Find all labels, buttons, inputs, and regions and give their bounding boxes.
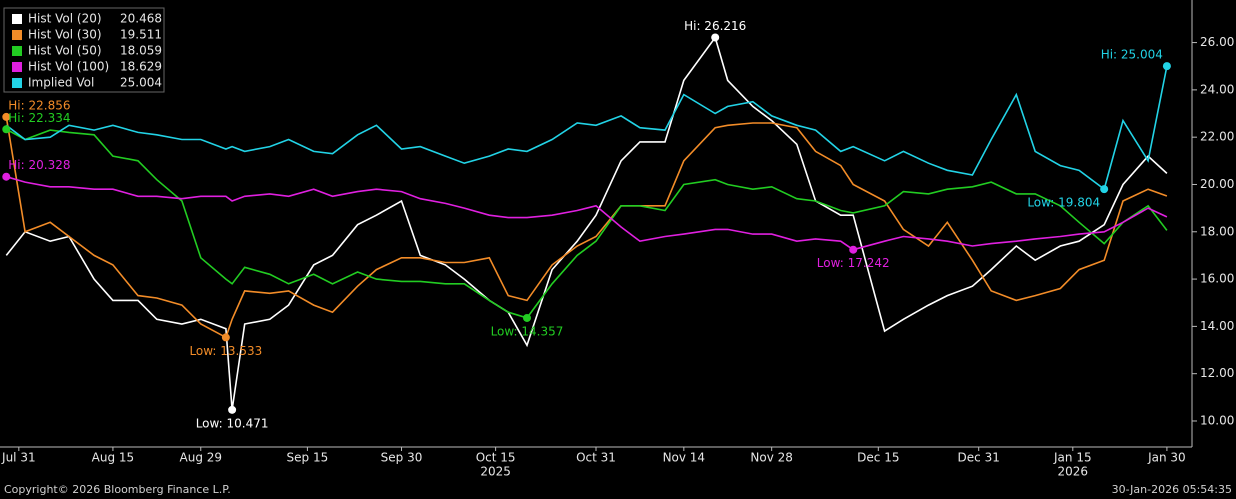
- extreme-marker: [522, 313, 531, 322]
- legend-label: Hist Vol (100): [28, 60, 109, 74]
- extreme-marker: [849, 245, 858, 254]
- plot-area: Hi: 26.216 Low: 10.471 Hi: 22.856 Low: 13.5…: [2, 19, 1171, 430]
- x-tick-label: Nov 14: [663, 451, 706, 465]
- y-tick-label: 24.00: [1200, 82, 1234, 96]
- series-line: [6, 175, 1168, 251]
- extreme-label: Low: 10.471: [196, 416, 269, 430]
- legend-label: Hist Vol (20): [28, 12, 102, 26]
- legend-value: 25.004: [120, 76, 162, 90]
- extreme-label: Hi: 22.856: [8, 98, 70, 112]
- y-tick-label: 12.00: [1200, 366, 1234, 380]
- legend-box: [3, 7, 165, 93]
- series-line: [5, 65, 1168, 191]
- legend-label: Implied Vol: [28, 76, 94, 90]
- extreme-label: Low: 19.804: [1027, 196, 1100, 210]
- legend-value: 18.629: [120, 60, 162, 74]
- legend-label: Hist Vol (50): [28, 44, 102, 58]
- y-tick-label: 16.00: [1200, 272, 1234, 286]
- legend-value: 18.059: [120, 44, 162, 58]
- extreme-marker: [1162, 62, 1171, 71]
- x-tick-label: Jul 31: [1, 451, 36, 465]
- extreme-label: Hi: 26.216: [684, 19, 746, 33]
- copyright: Copyright© 2026 Bloomberg Finance L.P.: [4, 483, 231, 496]
- year-label: 2025: [480, 465, 511, 479]
- extreme-label: Hi: 22.334: [8, 111, 70, 125]
- legend-swatch: [12, 78, 22, 88]
- x-tick-label: Aug 29: [180, 451, 223, 465]
- legend-value: 20.468: [120, 12, 162, 26]
- extreme-marker: [2, 112, 11, 121]
- extreme-label: Low: 14.357: [491, 324, 564, 338]
- extreme-label: Low: 13.533: [189, 344, 262, 358]
- extreme-marker: [2, 125, 11, 134]
- legend-swatch: [12, 30, 22, 40]
- y-tick-label: 14.00: [1200, 319, 1234, 333]
- x-tick-label: Sep 30: [381, 451, 423, 465]
- x-tick-label: Jan 30: [1147, 451, 1186, 465]
- y-tick-label: 20.00: [1200, 177, 1234, 191]
- y-tick-label: 18.00: [1200, 224, 1234, 238]
- series-line: [5, 128, 1168, 319]
- extreme-marker: [221, 333, 230, 342]
- x-tick-label: Nov 28: [750, 451, 793, 465]
- x-tick-label: Dec 31: [958, 451, 1000, 465]
- series-line: [5, 35, 1168, 410]
- legend-label: Hist Vol (30): [28, 28, 102, 42]
- extreme-label: Hi: 20.328: [8, 158, 70, 172]
- y-tick-label: 22.00: [1200, 130, 1234, 144]
- timestamp: 30-Jan-2026 05:54:35: [1112, 483, 1232, 496]
- x-tick-label: Oct 31: [576, 451, 616, 465]
- year-label: 2026: [1058, 465, 1089, 479]
- x-tick-label: Aug 15: [92, 451, 135, 465]
- x-tick-label: Oct 15: [476, 451, 516, 465]
- extreme-marker: [2, 172, 11, 181]
- x-tick-label: Dec 15: [857, 451, 899, 465]
- extreme-label: Hi: 25.004: [1101, 48, 1163, 62]
- y-tick-label: 26.00: [1200, 35, 1234, 49]
- extreme-marker: [1100, 185, 1109, 194]
- extreme-label: Low: 17.242: [817, 256, 890, 270]
- legend: Hist Vol (20) 20.468 Hist Vol (30) 19.511 Hi…: [12, 12, 162, 90]
- y-tick-label: 10.00: [1200, 413, 1234, 427]
- legend-swatch: [12, 46, 22, 56]
- legend-swatch: [12, 14, 22, 24]
- extreme-marker: [228, 405, 237, 414]
- series-line: [5, 116, 1168, 339]
- x-tick-label: Sep 15: [287, 451, 329, 465]
- extreme-marker: [711, 33, 720, 42]
- legend-value: 19.511: [120, 28, 162, 42]
- legend-swatch: [12, 62, 22, 72]
- x-tick-label: Jan 15: [1053, 451, 1092, 465]
